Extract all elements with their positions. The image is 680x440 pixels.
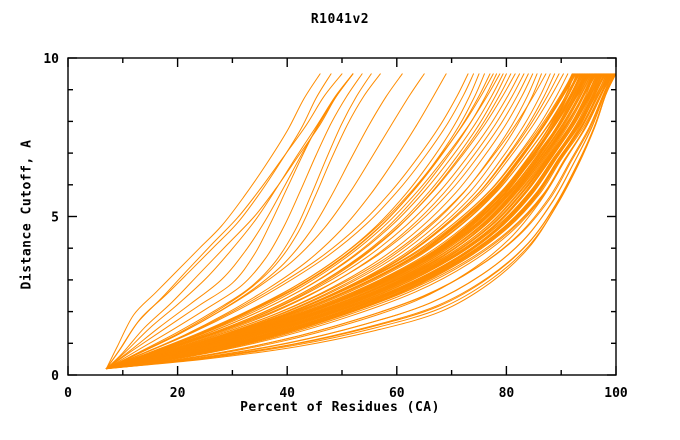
data-curve [105,73,614,370]
data-curve [105,73,516,370]
data-curve [105,73,598,370]
data-curve [105,73,576,370]
data-curve [105,73,354,370]
x-tick-label: 40 [279,386,295,401]
tick-labels-layer: 0 20 40 60 80 100 0 5 10 [43,52,628,401]
data-curve [105,73,354,370]
data-curve [105,73,591,370]
data-curve [105,73,521,370]
data-curve [105,73,425,370]
data-curve [105,73,614,370]
x-axis-label: Percent of Residues (CA) [240,400,440,415]
data-curve [105,73,381,370]
data-curve [105,73,581,370]
data-curve [105,73,469,370]
data-curve [105,73,372,370]
data-curve [105,73,491,370]
axis-frame-layer [67,57,617,376]
data-curve [105,73,613,370]
data-curve [105,73,501,370]
data-curves-layer [105,73,617,370]
data-curve [105,73,598,370]
data-curve [105,73,612,370]
data-curve [105,73,321,370]
data-curve [105,73,604,370]
data-curve [105,73,494,370]
data-curve [105,73,599,370]
data-curve [105,73,547,370]
data-curve [105,73,597,370]
data-curve [105,73,447,370]
chart-title: R1041v2 [310,12,370,27]
data-curve [105,73,611,370]
data-curve [105,73,354,370]
data-curve [105,73,591,370]
data-curve [105,73,610,370]
x-tick-label: 0 [64,386,72,401]
x-tick-label: 80 [499,386,515,401]
data-curve [105,73,343,370]
x-tick-label: 60 [389,386,405,401]
data-curve [105,73,504,370]
data-curve [105,73,560,370]
data-curve [105,73,354,370]
data-curve [105,73,542,370]
data-curve [105,73,607,370]
data-curve [105,73,363,370]
y-tick-label: 0 [51,369,59,384]
data-curve [105,73,580,370]
data-curve [105,73,529,370]
data-curve [105,73,599,370]
data-curve [105,73,617,370]
y-tick-label: 5 [51,211,59,226]
data-curve [105,73,525,370]
x-tick-label: 100 [604,386,628,401]
y-tick-label: 10 [43,52,59,67]
data-curve [105,73,475,370]
x-tick-label: 20 [170,386,186,401]
data-curve [105,73,615,370]
